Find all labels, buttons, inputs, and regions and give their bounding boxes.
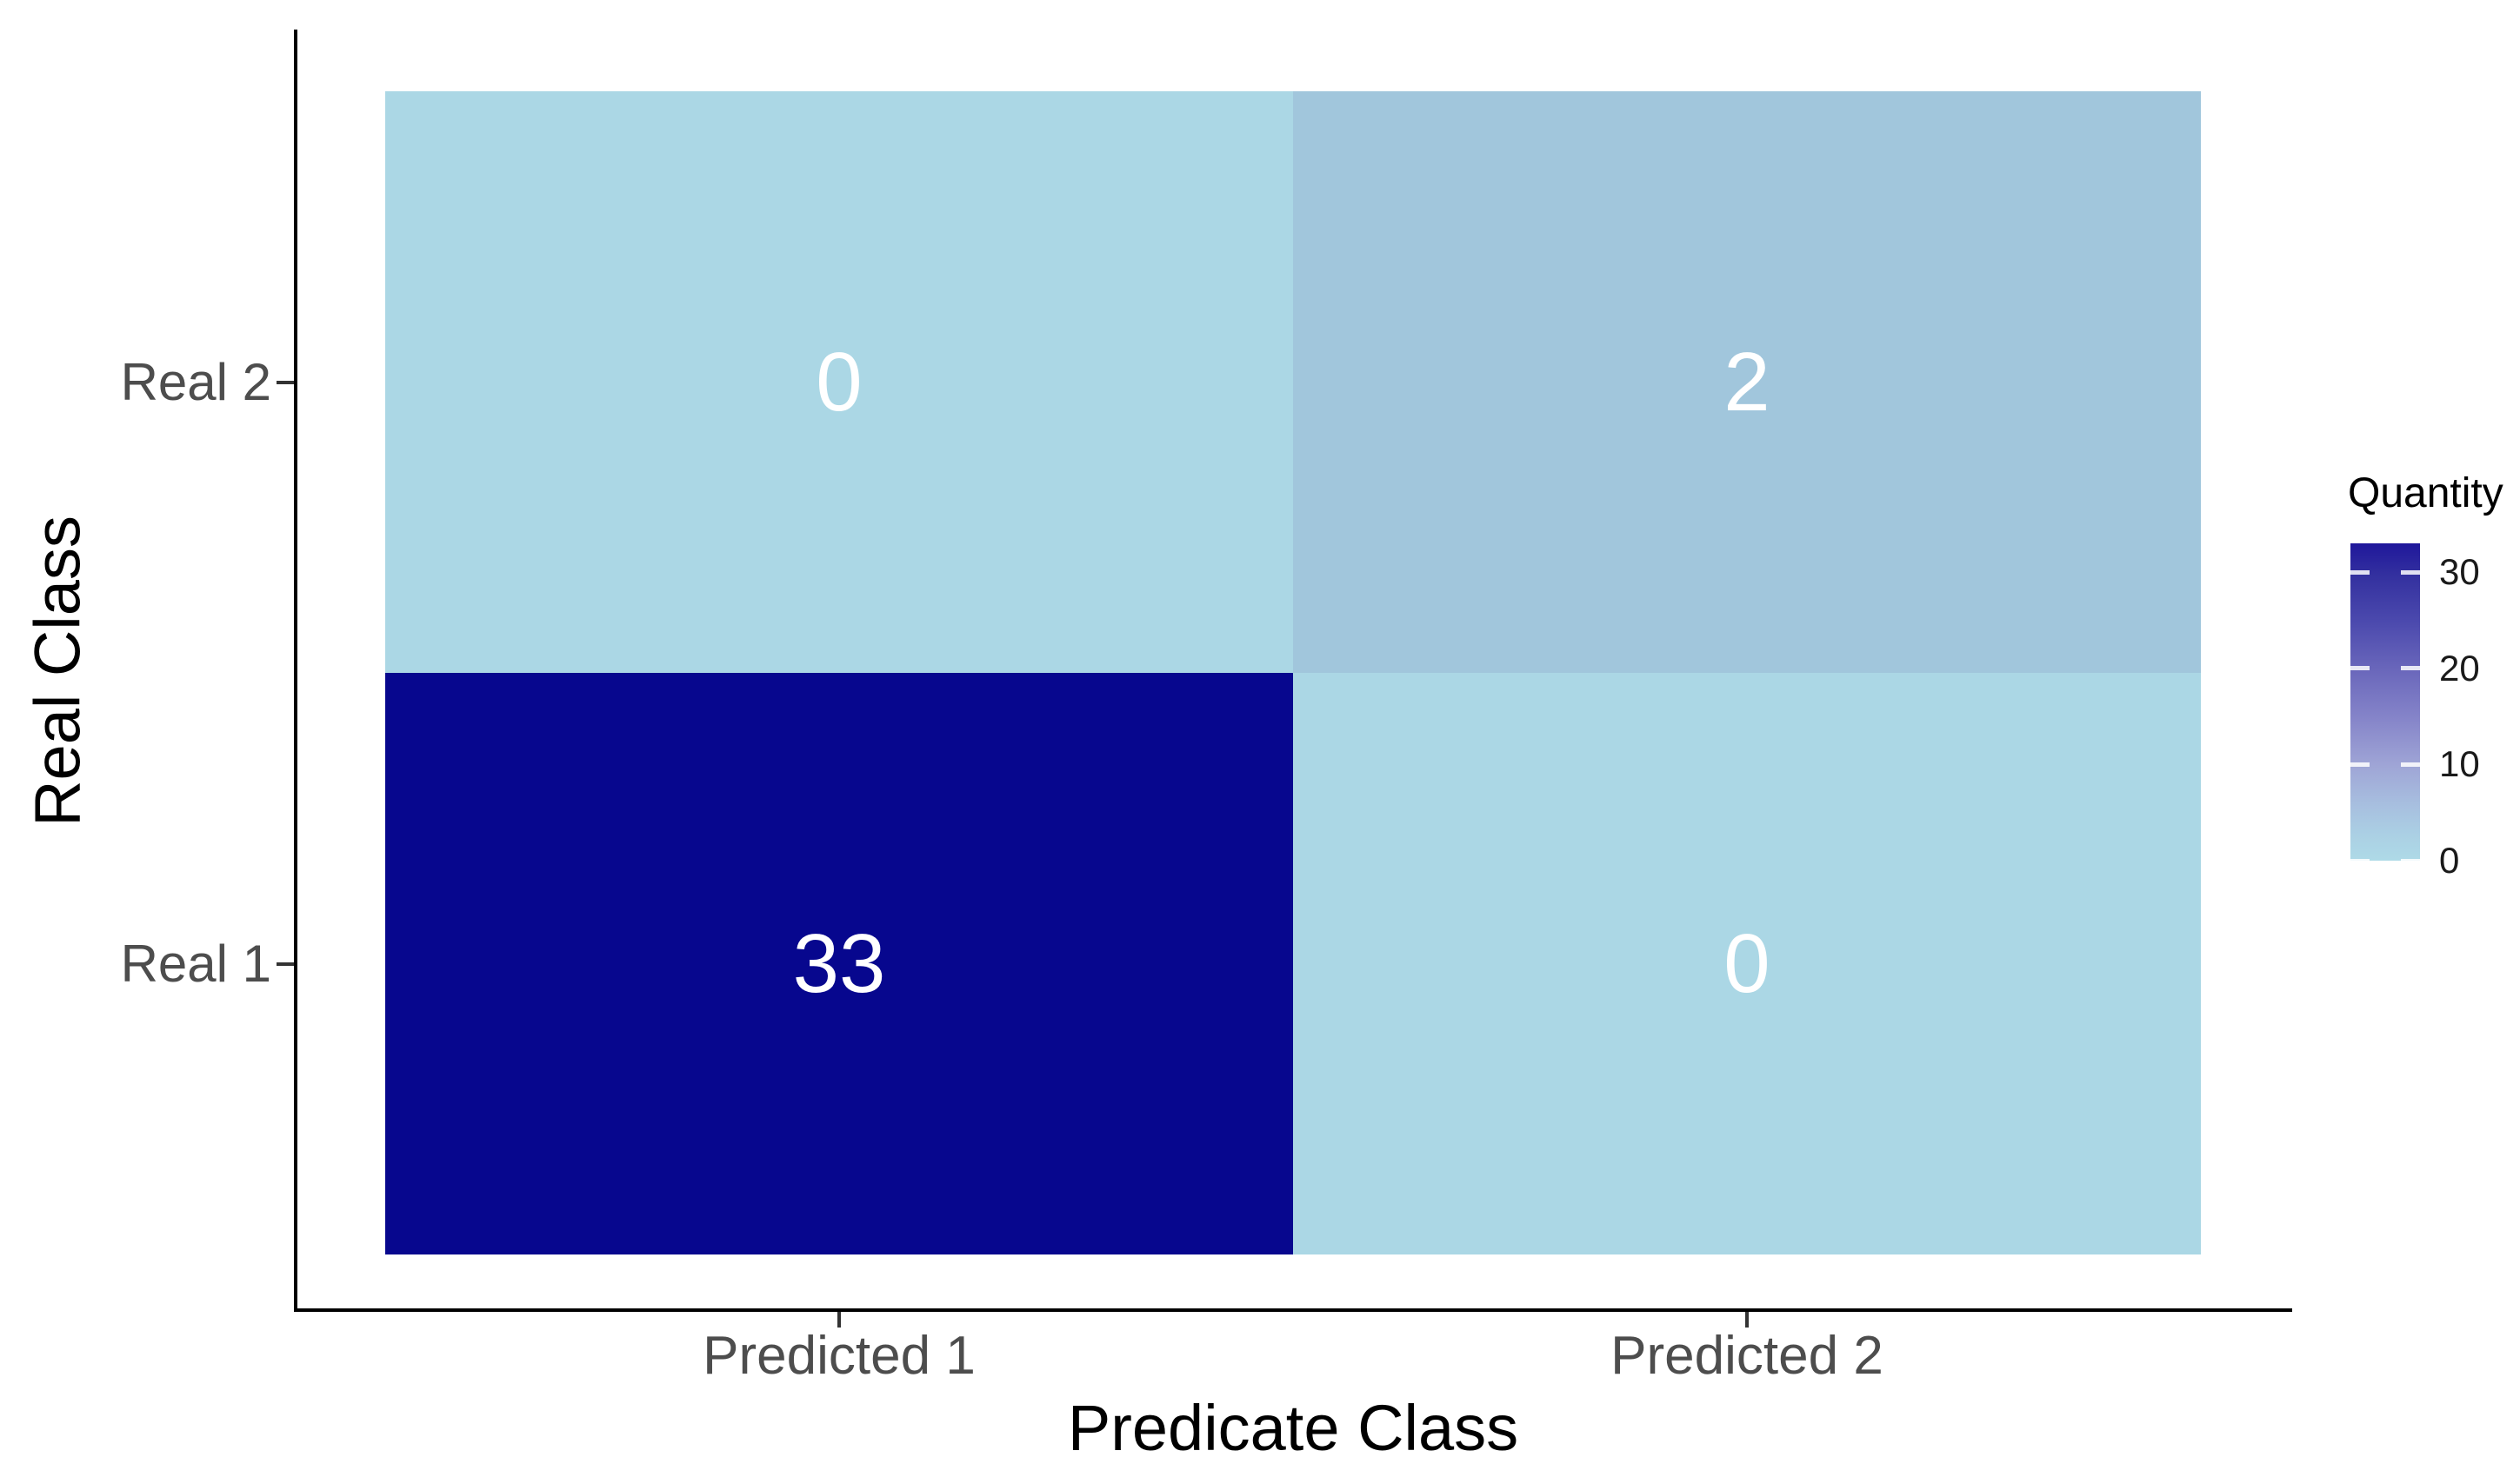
- heatmap-cell-real1-predicted1: 33: [385, 673, 1293, 1254]
- legend-tick-mark: [2401, 570, 2420, 575]
- y-axis-tick: [277, 962, 294, 966]
- legend-tick-label-30: 30: [2439, 551, 2480, 592]
- heatmap-cell-real1-predicted2: 0: [1293, 673, 2201, 1254]
- legend-tick-mark: [2401, 762, 2420, 767]
- cell-value-label: 0: [1723, 916, 1770, 1010]
- x-axis-title: Predicate Class: [1067, 1392, 1519, 1464]
- heatmap-cell-real2-predicted1: 0: [385, 91, 1293, 673]
- x-tick-label-predicted-2: Predicted 2: [1610, 1326, 1883, 1386]
- x-axis-tick: [1745, 1312, 1749, 1328]
- legend-tick-mark: [2350, 859, 2370, 863]
- legend-tick-mark: [2350, 666, 2370, 670]
- y-tick-label-real-2: Real 2: [120, 353, 271, 411]
- y-axis-title: Real Class: [21, 516, 94, 827]
- legend-tick-mark: [2350, 570, 2370, 575]
- legend-tick-mark: [2401, 666, 2420, 670]
- x-axis-tick: [837, 1312, 841, 1328]
- legend-tick-label-20: 20: [2439, 648, 2480, 689]
- y-tick-label-real-1: Real 1: [120, 935, 271, 993]
- cell-value-label: 2: [1723, 335, 1770, 429]
- legend-tick-label-10: 10: [2439, 743, 2480, 784]
- heatmap-cell-real2-predicted2: 2: [1293, 91, 2201, 673]
- y-axis-line: [294, 30, 297, 1312]
- y-axis-tick: [277, 381, 294, 384]
- x-axis-line: [294, 1308, 2292, 1312]
- heatmap-tiles: 0 2 33 0: [385, 91, 2201, 1254]
- legend-gradient-bar: [2350, 543, 2420, 863]
- cell-value-label: 0: [816, 335, 863, 429]
- legend-tick-mark: [2350, 762, 2370, 767]
- cell-value-label: 33: [792, 916, 886, 1010]
- legend-tick-label-0: 0: [2439, 840, 2460, 881]
- legend-title: Quantity: [2348, 470, 2503, 516]
- x-tick-label-predicted-1: Predicted 1: [703, 1326, 976, 1386]
- legend-tick-mark: [2401, 859, 2420, 863]
